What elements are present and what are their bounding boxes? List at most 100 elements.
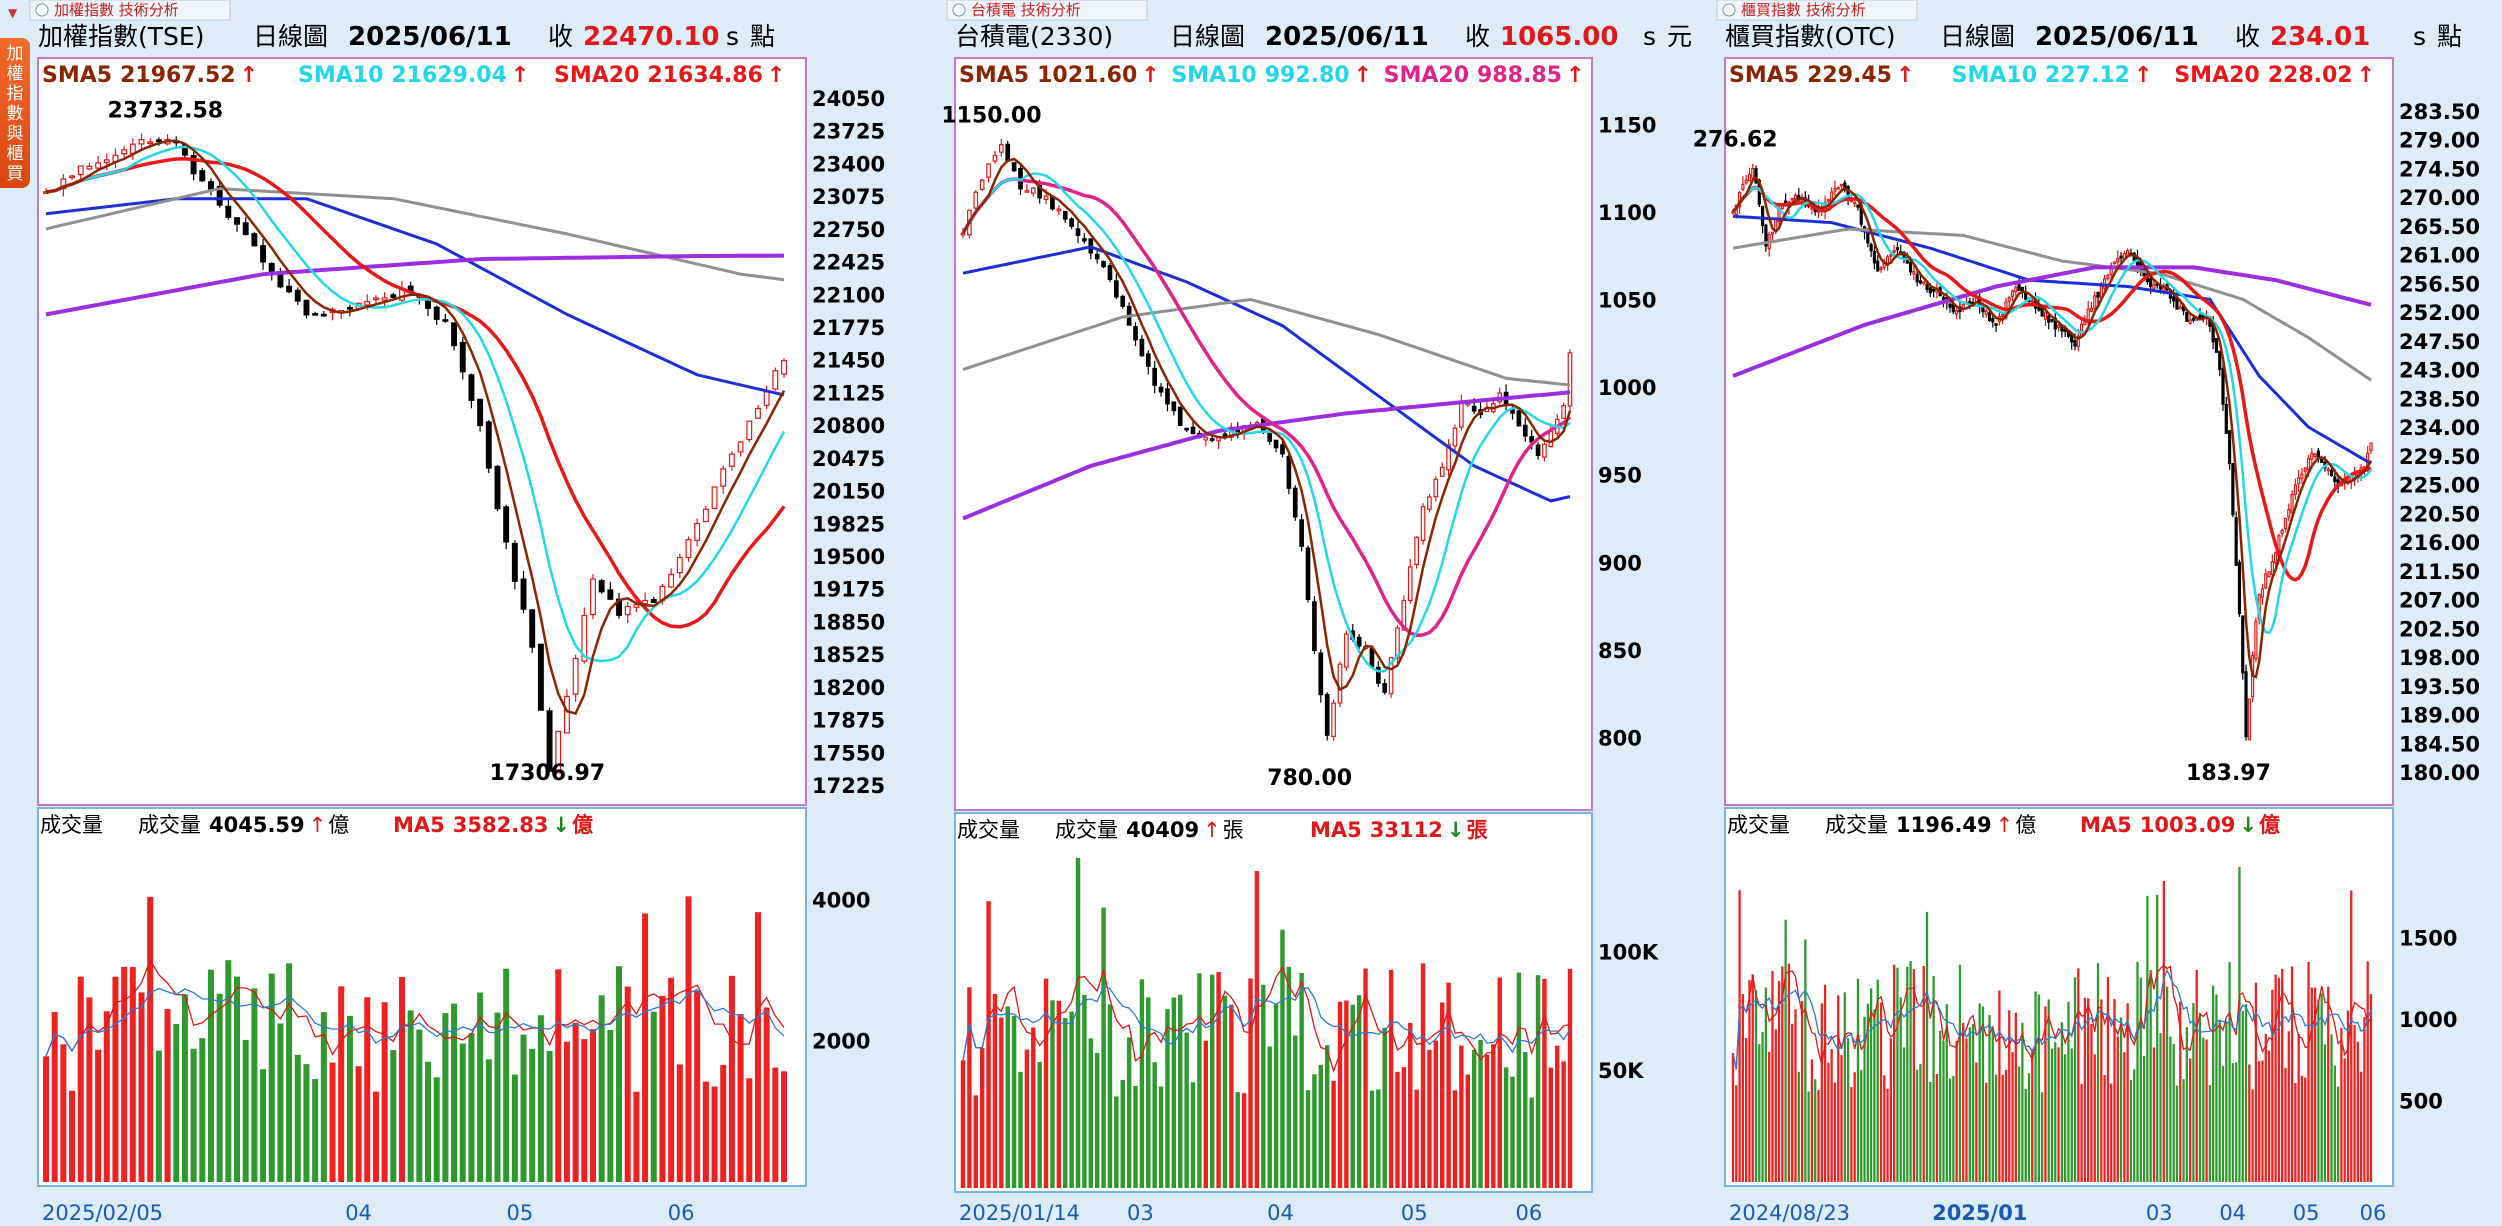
candle-body	[720, 468, 727, 487]
candle-body	[1331, 702, 1336, 737]
price-panel[interactable]	[1724, 57, 2394, 806]
volume-bar	[2185, 1027, 2188, 1182]
volume-bar	[2090, 1023, 2093, 1182]
collapse-arrow-icon[interactable]: ▼	[8, 6, 18, 20]
volume-bar	[112, 976, 119, 1182]
tab-label[interactable]: 櫃買指數 技術分析	[1741, 1, 1866, 19]
volume-bar	[1925, 911, 1929, 1182]
volume-bar	[1863, 1016, 1866, 1182]
long-ma-line	[1732, 227, 2372, 382]
tab-strip[interactable]	[29, 0, 231, 21]
candle-body	[1928, 287, 1932, 294]
side-tab[interactable]: 加權指數與櫃買	[0, 38, 30, 188]
up-arrow-icon: ↑	[767, 63, 785, 88]
volume-bar	[2258, 1061, 2261, 1182]
sma-name: SMA20	[554, 63, 639, 88]
volume-bar	[1561, 1061, 1566, 1188]
volume-ma-name: MA5	[1310, 818, 1362, 842]
candle-body	[2310, 452, 2314, 461]
volume-bar	[2297, 1034, 2300, 1182]
volume-bar	[2133, 1069, 2136, 1182]
candle-body	[1548, 430, 1554, 448]
tab-strip[interactable]	[1716, 0, 1918, 21]
tab-strip[interactable]	[946, 0, 1148, 21]
volume-bar	[1101, 907, 1106, 1188]
candle-body	[1760, 205, 1765, 226]
volume-bar	[2346, 1010, 2350, 1182]
y-tick-label: 1050	[1598, 288, 1656, 312]
up-arrow-icon: ↑	[1203, 818, 1221, 842]
up-arrow-icon: ↑	[309, 813, 327, 837]
volume-bar	[294, 1054, 301, 1182]
candle-body	[294, 289, 301, 302]
volume-bar	[2336, 1086, 2340, 1182]
candle-body	[1075, 228, 1081, 236]
volume-bar	[1932, 976, 1935, 1182]
price-panel[interactable]	[954, 57, 1593, 811]
volume-tick-label: 2000	[812, 1030, 870, 1054]
candle-body	[633, 604, 640, 608]
volume-bar	[1209, 974, 1215, 1188]
candle-body	[2191, 318, 2196, 321]
volume-bar	[1738, 890, 1741, 1182]
volume-bar	[1781, 966, 1784, 1182]
volume-bar	[1814, 1079, 1817, 1182]
candle-body	[1177, 406, 1183, 426]
candle-body	[494, 465, 501, 510]
volume-unit: 億	[328, 813, 349, 837]
volume-bar	[2188, 1058, 2192, 1182]
volume-bar	[1962, 1022, 1965, 1182]
volume-bar	[1152, 1062, 1157, 1188]
candle-body	[1382, 683, 1388, 693]
volume-bar	[2254, 982, 2258, 1182]
candle-body	[1420, 506, 1426, 542]
volume-bar	[1471, 1049, 1477, 1188]
zoom-icon[interactable]	[35, 3, 49, 17]
volume-bar	[1222, 995, 1228, 1188]
candle-body	[1344, 633, 1349, 668]
volume-bar	[1542, 978, 1547, 1188]
volume-bar	[1107, 1004, 1113, 1188]
x-tick-label: 2025/01	[1932, 1201, 2027, 1225]
s-label: s	[2413, 22, 2426, 51]
zoom-icon[interactable]	[1722, 3, 1736, 17]
candle-body	[624, 605, 631, 616]
volume-bar	[1484, 1054, 1490, 1188]
volume-bar	[668, 977, 675, 1182]
volume-bar	[2310, 987, 2313, 1182]
candle-body	[364, 301, 371, 306]
price-panel[interactable]	[37, 57, 807, 806]
y-tick-label: 19825	[812, 512, 885, 536]
tab-label[interactable]: 台積電 技術分析	[971, 1, 1081, 19]
volume-bar	[572, 1022, 579, 1182]
candle-body	[1324, 693, 1330, 736]
volume-bar	[1771, 970, 1774, 1182]
high-label: 276.62	[1693, 128, 1778, 153]
volume-bar	[2320, 993, 2323, 1182]
volume-bar	[624, 986, 631, 1182]
down-arrow-icon: ↓	[1447, 818, 1465, 842]
candle-body	[2198, 314, 2202, 319]
volume-bar	[207, 969, 214, 1182]
volume-bar	[286, 963, 293, 1182]
candle-body	[1433, 478, 1439, 498]
candle-body	[155, 139, 162, 143]
sma-value: 992.80	[1265, 63, 1350, 88]
y-tick-label: 1100	[1598, 201, 1656, 225]
zoom-icon[interactable]	[952, 3, 966, 17]
candle-body	[1439, 466, 1445, 477]
candle-body	[642, 599, 649, 605]
volume-bar	[2356, 1041, 2359, 1182]
candle-body	[2274, 552, 2278, 564]
volume-ma: MA5 33112 ↓張	[1310, 818, 1488, 842]
candle-body	[2079, 323, 2084, 338]
candle-body	[2264, 573, 2268, 589]
volume-bar	[1860, 1070, 1863, 1182]
volume-bar	[181, 994, 188, 1182]
volume-bar	[1899, 997, 1902, 1182]
tab-label[interactable]: 加權指數 技術分析	[54, 1, 179, 19]
candles	[43, 133, 787, 774]
y-tick-label: 22425	[812, 251, 885, 275]
long-ma-line	[1732, 214, 2372, 465]
volume-bar	[260, 1069, 267, 1182]
